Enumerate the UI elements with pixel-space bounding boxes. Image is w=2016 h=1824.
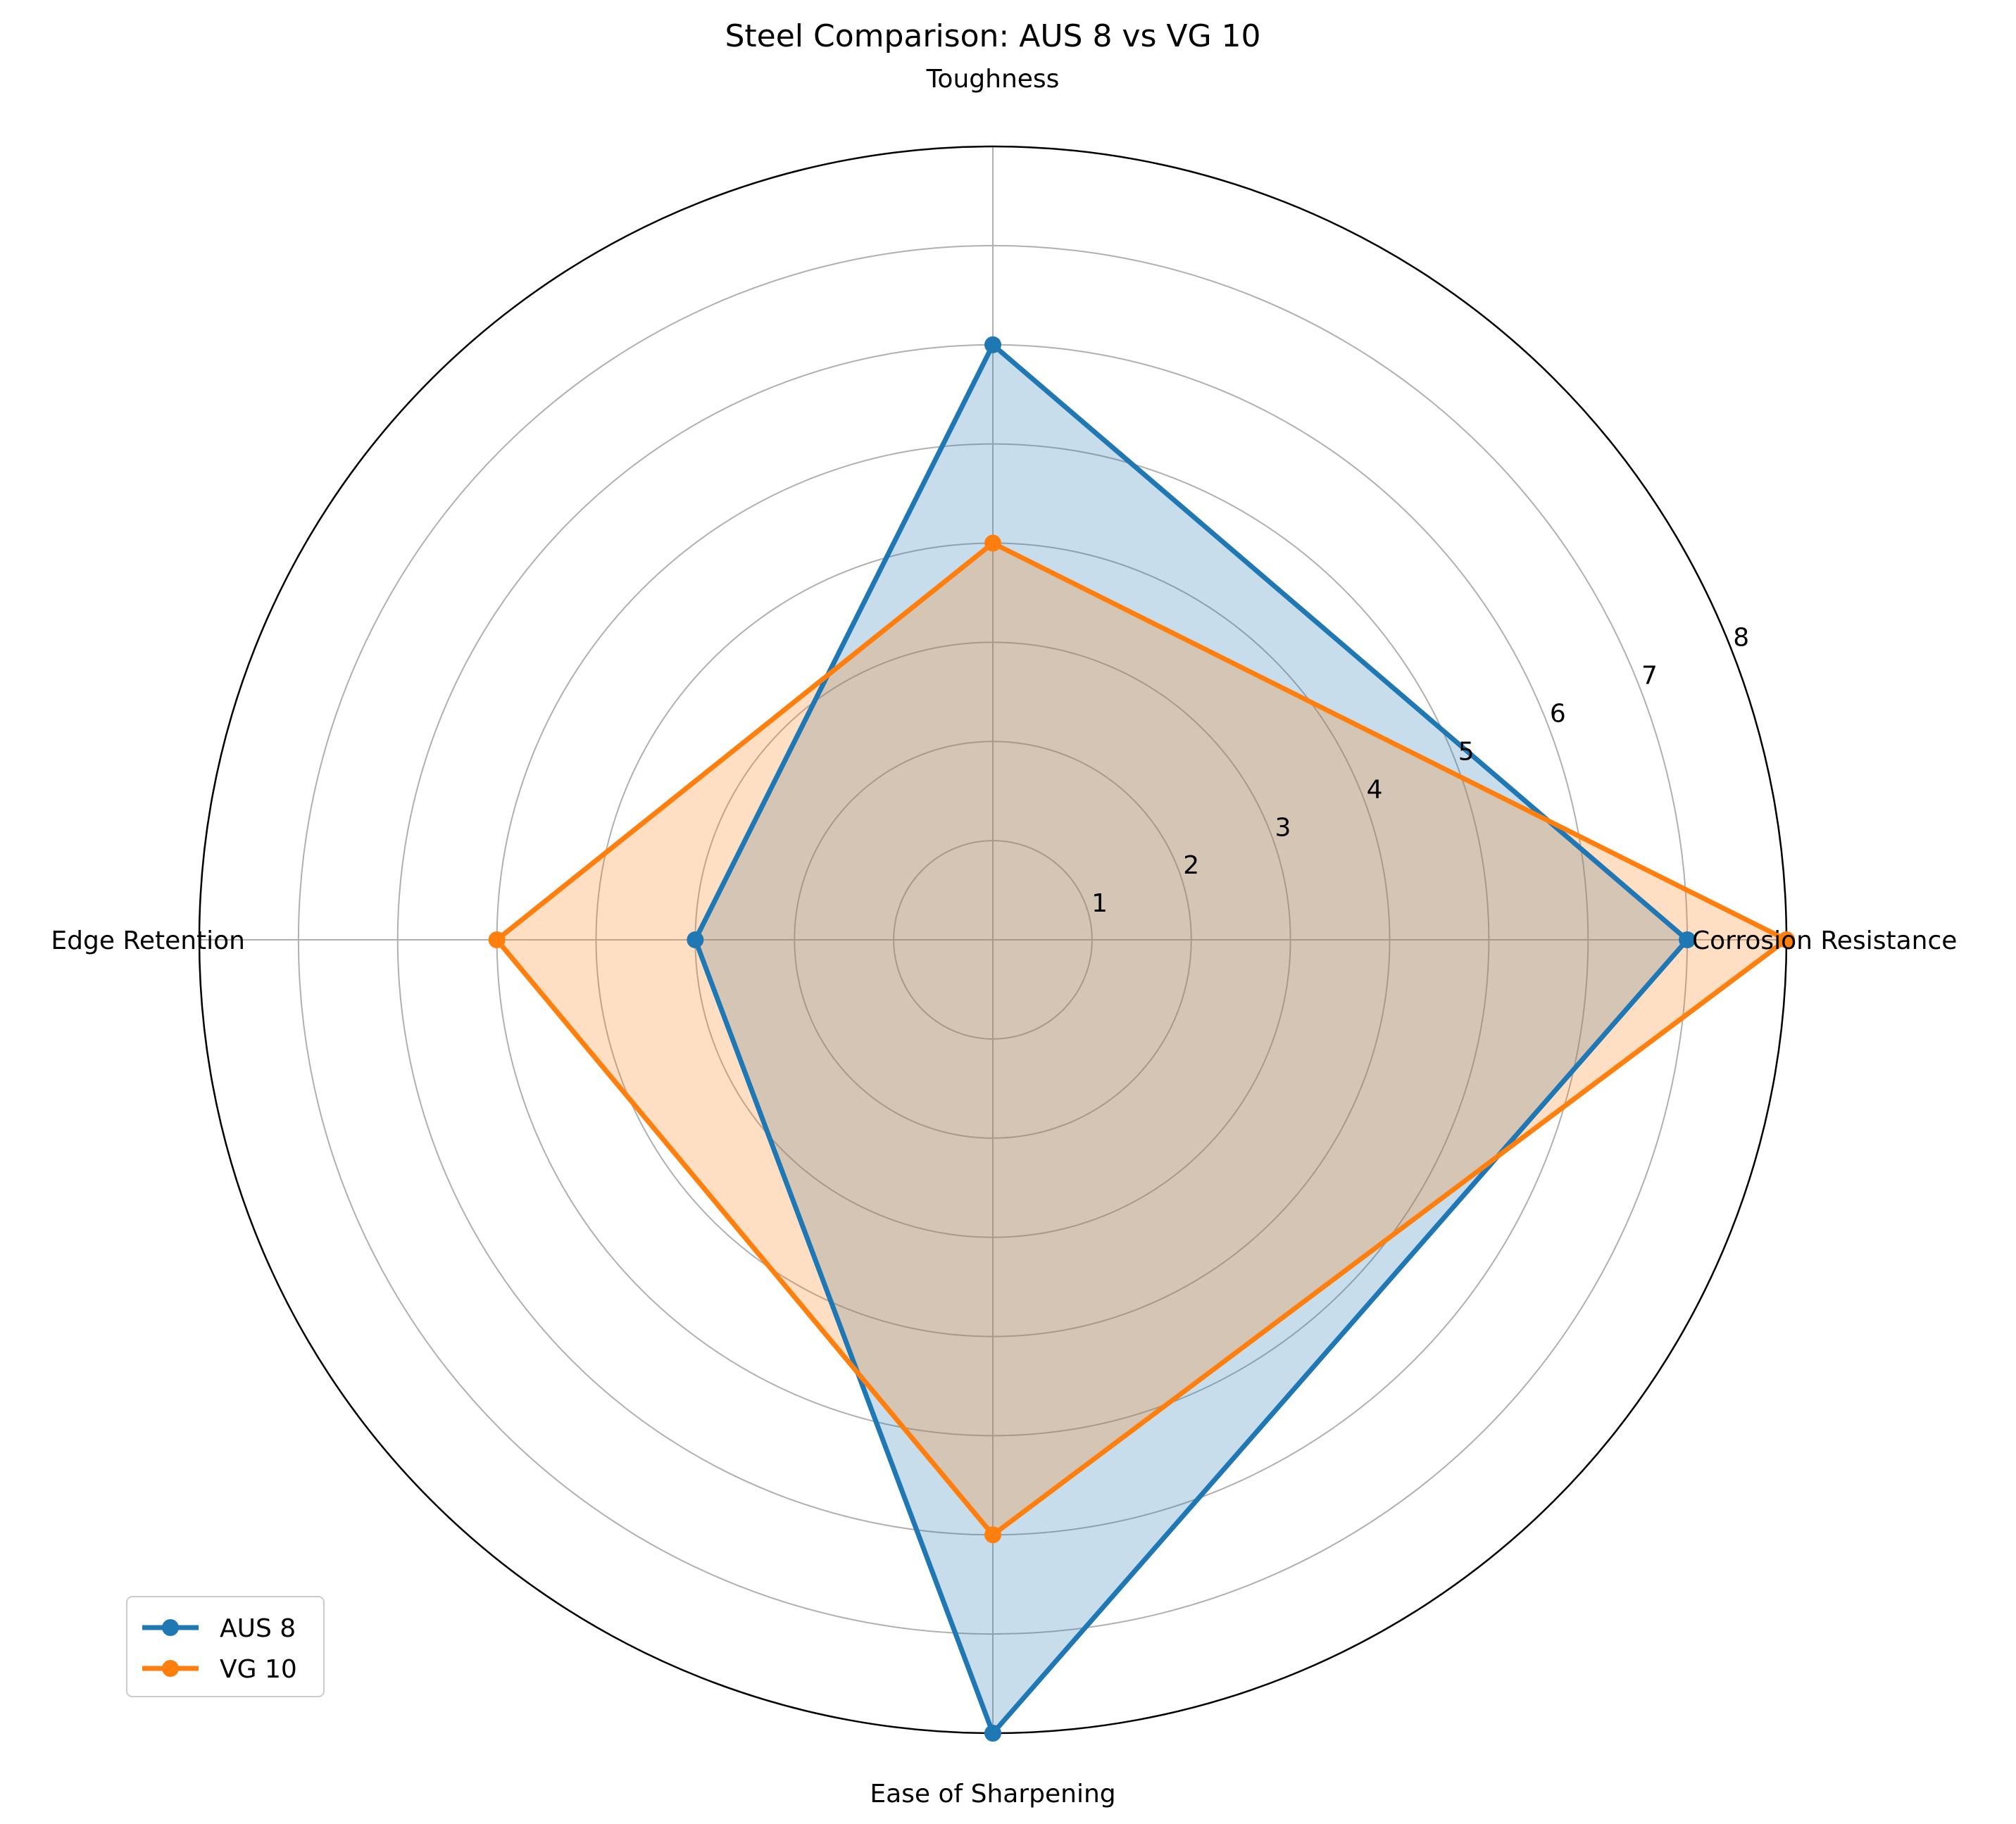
r-tick-label-5: 5 bbox=[1458, 737, 1475, 766]
legend-marker-aus-8 bbox=[162, 1619, 179, 1636]
data-point-aus-8-2 bbox=[687, 931, 704, 948]
legend-label-aus-8: AUS 8 bbox=[220, 1614, 296, 1643]
category-label-ease-of-sharpening: Ease of Sharpening bbox=[870, 1780, 1115, 1809]
r-tick-label-3: 3 bbox=[1275, 813, 1291, 842]
chart-title: Steel Comparison: AUS 8 vs VG 10 bbox=[725, 18, 1260, 54]
data-point-vg-10-0 bbox=[1778, 931, 1795, 948]
category-label-toughness: Toughness bbox=[926, 65, 1060, 94]
data-point-vg-10-3 bbox=[984, 1526, 1001, 1544]
line-layer bbox=[488, 336, 1795, 1742]
series-fill-aus-8 bbox=[695, 344, 1688, 1733]
r-tick-label-6: 6 bbox=[1550, 700, 1566, 729]
legend-label-vg-10: VG 10 bbox=[220, 1655, 297, 1684]
data-point-aus-8-1 bbox=[984, 336, 1001, 353]
category-label-edge-retention: Edge Retention bbox=[51, 926, 245, 955]
label-layer: 1 2 3 4 5 6 7 8 Corrosion Resistance Toughness Edg… bbox=[51, 65, 1957, 1809]
category-label-corrosion-resistance: Corrosion Resistance bbox=[1692, 926, 1957, 955]
data-point-vg-10-2 bbox=[488, 931, 506, 948]
r-tick-label-4: 4 bbox=[1367, 775, 1383, 804]
r-tick-label-8: 8 bbox=[1733, 624, 1749, 653]
series-fill-vg-10 bbox=[496, 543, 1786, 1535]
fill-layer bbox=[496, 344, 1786, 1733]
data-point-vg-10-1 bbox=[984, 534, 1001, 552]
data-point-aus-8-3 bbox=[984, 1725, 1001, 1742]
legend-marker-vg-10 bbox=[162, 1660, 179, 1677]
r-tick-label-2: 2 bbox=[1183, 851, 1199, 880]
r-tick-label-1: 1 bbox=[1091, 889, 1108, 918]
data-point-aus-8-0 bbox=[1679, 931, 1696, 948]
legend: AUS 8 VG 10 bbox=[126, 1596, 325, 1697]
r-tick-label-7: 7 bbox=[1641, 662, 1658, 691]
